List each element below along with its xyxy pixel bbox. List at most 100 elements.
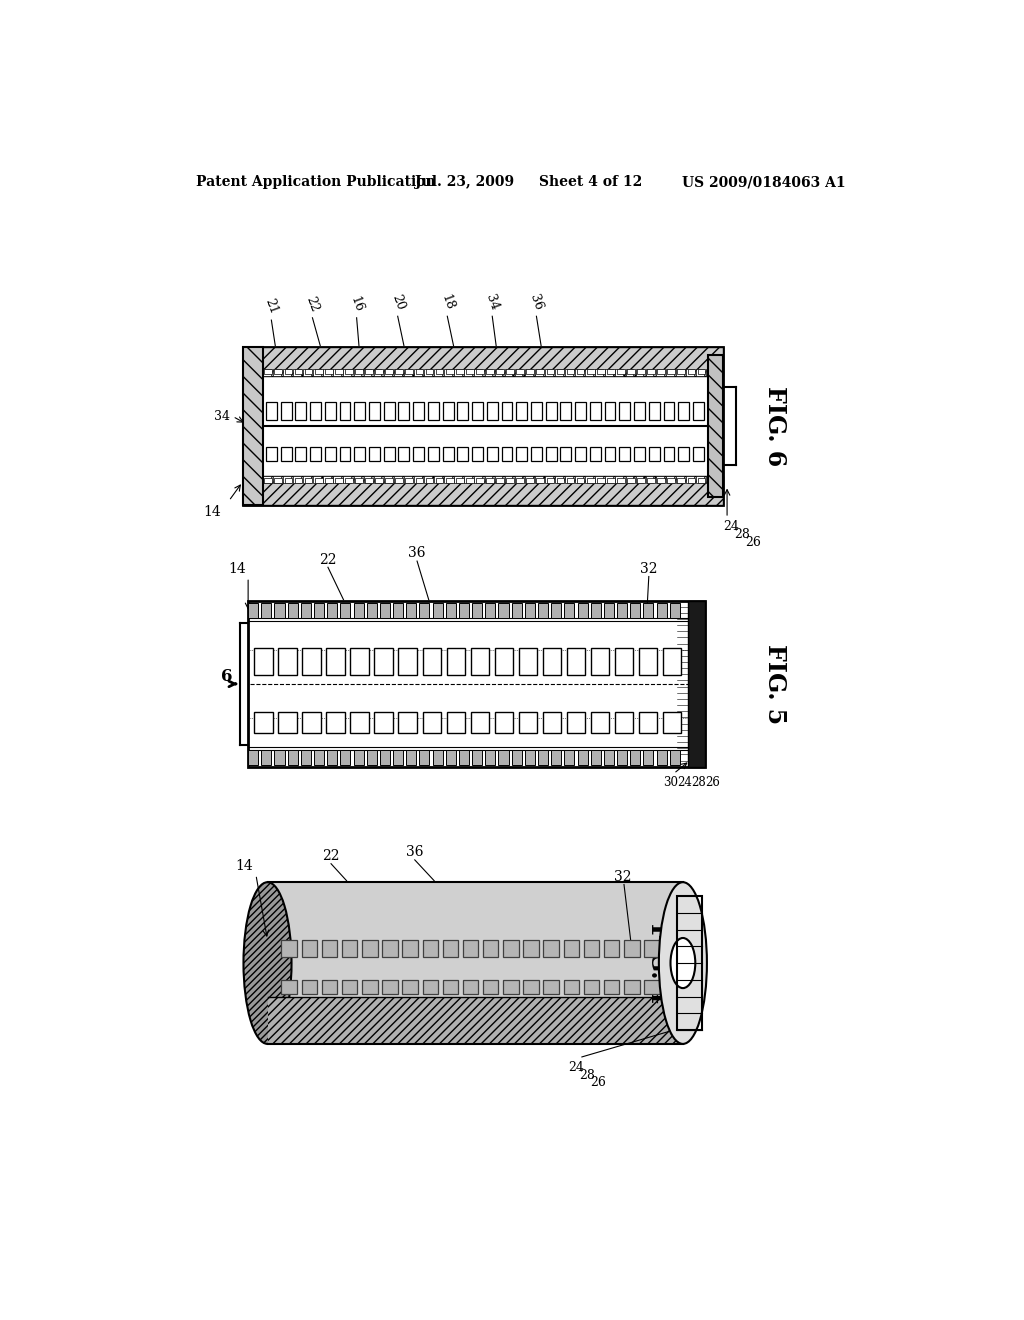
- Bar: [305, 478, 312, 483]
- Bar: [253, 370, 260, 376]
- Bar: [456, 478, 464, 483]
- Bar: [355, 368, 362, 374]
- Text: 34: 34: [214, 409, 230, 422]
- Text: 30: 30: [663, 776, 678, 789]
- Bar: [555, 370, 563, 376]
- Bar: [577, 368, 585, 374]
- Bar: [302, 979, 317, 994]
- Bar: [435, 478, 443, 483]
- Text: 22: 22: [304, 294, 322, 314]
- Bar: [364, 475, 372, 483]
- Bar: [414, 401, 424, 420]
- Bar: [446, 648, 465, 676]
- Bar: [362, 979, 378, 994]
- Bar: [687, 478, 695, 483]
- Bar: [264, 368, 272, 374]
- Bar: [649, 447, 659, 461]
- Bar: [499, 603, 509, 618]
- Bar: [605, 475, 613, 483]
- Text: FIG. 5: FIG. 5: [764, 644, 787, 723]
- Bar: [423, 648, 441, 676]
- Bar: [617, 478, 625, 483]
- Bar: [313, 475, 321, 483]
- Bar: [274, 478, 283, 483]
- Bar: [354, 447, 366, 461]
- Bar: [432, 603, 442, 618]
- Bar: [314, 368, 323, 374]
- Bar: [524, 603, 535, 618]
- Bar: [327, 648, 345, 676]
- Bar: [506, 368, 514, 374]
- Bar: [512, 603, 521, 618]
- Text: 18: 18: [438, 293, 456, 313]
- Bar: [551, 603, 561, 618]
- Bar: [545, 475, 553, 483]
- Bar: [283, 370, 291, 376]
- Bar: [545, 370, 553, 376]
- Text: 16: 16: [348, 294, 366, 314]
- Bar: [253, 475, 260, 483]
- Bar: [686, 475, 693, 483]
- Bar: [243, 347, 263, 506]
- Bar: [578, 750, 588, 766]
- Bar: [384, 475, 391, 483]
- Bar: [516, 447, 527, 461]
- Bar: [624, 940, 640, 957]
- Bar: [486, 478, 494, 483]
- Bar: [324, 475, 331, 483]
- Bar: [565, 370, 572, 376]
- Bar: [627, 478, 635, 483]
- Bar: [293, 475, 301, 483]
- Bar: [293, 370, 301, 376]
- Bar: [424, 475, 432, 483]
- Bar: [327, 711, 345, 733]
- Bar: [458, 401, 468, 420]
- Bar: [335, 478, 343, 483]
- Bar: [639, 711, 657, 733]
- Bar: [636, 370, 643, 376]
- Bar: [385, 478, 393, 483]
- Bar: [340, 750, 350, 766]
- Bar: [350, 711, 369, 733]
- Bar: [678, 478, 685, 483]
- Bar: [458, 447, 468, 461]
- Bar: [656, 603, 667, 618]
- Bar: [288, 750, 298, 766]
- Bar: [564, 750, 574, 766]
- Bar: [617, 368, 625, 374]
- Bar: [266, 447, 276, 461]
- Bar: [424, 370, 432, 376]
- Bar: [398, 648, 417, 676]
- Bar: [584, 940, 599, 957]
- Bar: [630, 750, 640, 766]
- Bar: [273, 370, 281, 376]
- Bar: [666, 475, 674, 483]
- Bar: [406, 368, 414, 374]
- Bar: [643, 750, 653, 766]
- Bar: [367, 750, 377, 766]
- Bar: [655, 370, 664, 376]
- Bar: [637, 478, 645, 483]
- Text: 28: 28: [734, 528, 750, 541]
- Bar: [591, 750, 601, 766]
- Bar: [416, 478, 423, 483]
- Bar: [263, 475, 270, 483]
- Text: US 2009/0184063 A1: US 2009/0184063 A1: [682, 176, 846, 189]
- Bar: [678, 447, 689, 461]
- Bar: [375, 478, 383, 483]
- Bar: [414, 370, 422, 376]
- Bar: [343, 475, 351, 483]
- Bar: [455, 475, 462, 483]
- Bar: [283, 475, 291, 483]
- Bar: [305, 368, 312, 374]
- Bar: [261, 603, 271, 618]
- Bar: [375, 711, 393, 733]
- Bar: [605, 370, 613, 376]
- Bar: [302, 711, 321, 733]
- Bar: [584, 979, 599, 994]
- Bar: [707, 475, 714, 483]
- Bar: [403, 370, 412, 376]
- Bar: [627, 368, 635, 374]
- Bar: [595, 370, 603, 376]
- Bar: [463, 979, 478, 994]
